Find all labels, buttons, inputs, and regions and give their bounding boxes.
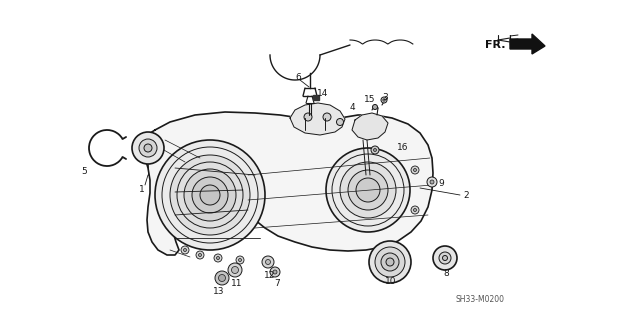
Circle shape [200, 185, 220, 205]
Text: 11: 11 [231, 279, 243, 288]
Text: SH33-M0200: SH33-M0200 [455, 295, 504, 305]
Circle shape [139, 139, 157, 157]
Circle shape [356, 178, 380, 202]
Circle shape [371, 146, 379, 154]
Circle shape [266, 259, 271, 264]
Circle shape [427, 177, 437, 187]
Circle shape [184, 249, 186, 251]
Circle shape [236, 256, 244, 264]
Text: 9: 9 [438, 179, 444, 188]
Circle shape [439, 252, 451, 264]
Circle shape [374, 149, 376, 152]
Text: 16: 16 [397, 144, 409, 152]
Circle shape [215, 271, 229, 285]
Circle shape [340, 162, 396, 218]
Circle shape [411, 206, 419, 214]
Text: 12: 12 [264, 271, 276, 279]
Polygon shape [313, 95, 319, 100]
Circle shape [155, 140, 265, 250]
Circle shape [218, 275, 225, 281]
Text: 7: 7 [274, 279, 280, 288]
Text: 15: 15 [364, 95, 376, 105]
Polygon shape [290, 103, 345, 135]
Circle shape [239, 258, 241, 262]
Text: 5: 5 [81, 167, 87, 176]
Circle shape [198, 254, 202, 256]
Text: FR.: FR. [484, 40, 505, 50]
Circle shape [381, 253, 399, 271]
Circle shape [196, 251, 204, 259]
Circle shape [184, 169, 236, 221]
Polygon shape [352, 113, 388, 140]
Circle shape [144, 144, 152, 152]
Circle shape [232, 266, 239, 273]
Circle shape [348, 170, 388, 210]
Circle shape [372, 105, 378, 109]
Circle shape [262, 256, 274, 268]
Circle shape [411, 166, 419, 174]
Circle shape [326, 148, 410, 232]
Circle shape [386, 258, 394, 266]
Polygon shape [142, 112, 433, 255]
Circle shape [413, 209, 417, 211]
Text: 13: 13 [213, 287, 225, 296]
Circle shape [433, 246, 457, 270]
Circle shape [228, 263, 242, 277]
Text: 4: 4 [349, 102, 355, 112]
Circle shape [304, 113, 312, 121]
Circle shape [192, 177, 228, 213]
Text: 1: 1 [139, 186, 145, 195]
Polygon shape [510, 34, 545, 54]
Circle shape [381, 97, 387, 103]
Text: 10: 10 [385, 278, 397, 286]
Circle shape [383, 99, 385, 101]
Text: 2: 2 [463, 191, 469, 201]
Circle shape [214, 254, 222, 262]
Text: 8: 8 [443, 270, 449, 278]
Circle shape [369, 241, 411, 283]
Circle shape [132, 132, 164, 164]
Circle shape [323, 113, 331, 121]
Circle shape [181, 246, 189, 254]
Text: 14: 14 [317, 88, 329, 98]
Circle shape [442, 256, 447, 261]
Circle shape [270, 267, 280, 277]
Circle shape [170, 155, 250, 235]
Text: 3: 3 [382, 93, 388, 102]
Circle shape [273, 270, 277, 274]
Circle shape [216, 256, 220, 259]
Text: 6: 6 [295, 73, 301, 83]
Circle shape [337, 118, 344, 125]
Circle shape [413, 168, 417, 172]
Circle shape [375, 247, 405, 277]
Circle shape [430, 180, 434, 184]
